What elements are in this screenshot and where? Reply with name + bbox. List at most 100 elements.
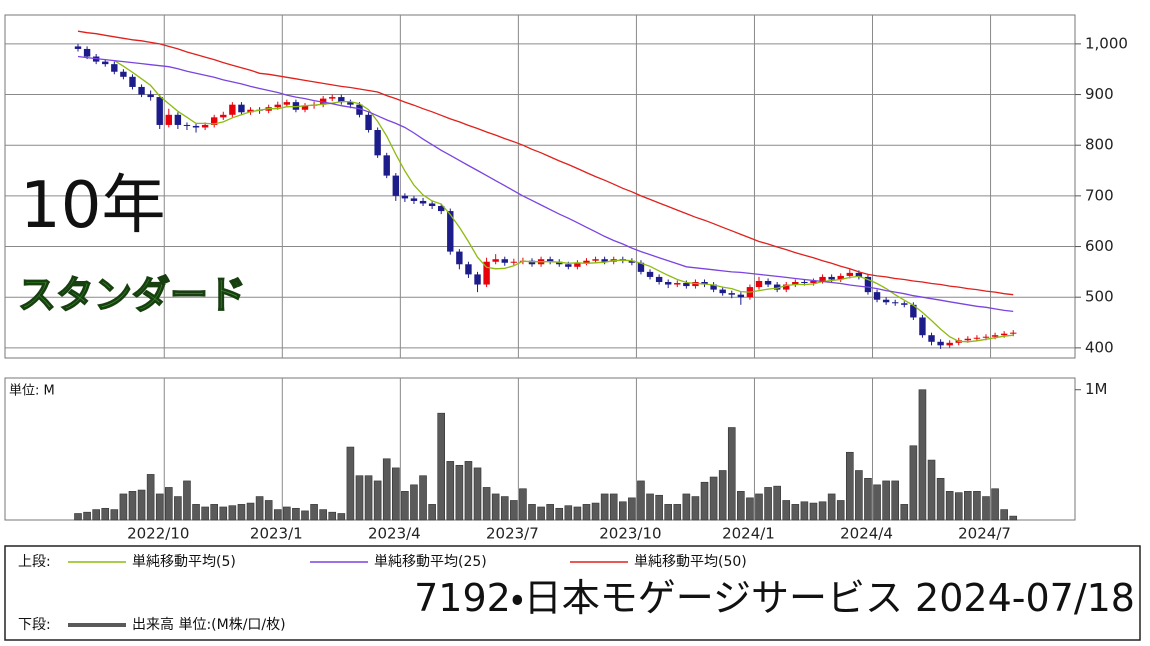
x-tick-label: 2023/1 [250, 525, 303, 543]
volume-unit: 単位: M [9, 383, 55, 399]
candle-body [773, 284, 781, 290]
volume-bar [273, 509, 282, 521]
volume-bar [564, 505, 573, 521]
legend-label: 単純移動平均(25) [374, 554, 487, 570]
volume-bar [973, 491, 981, 521]
moving-average-line [113, 60, 1014, 343]
candle-body [138, 86, 145, 95]
candle-body [565, 264, 572, 267]
candle-body [892, 302, 899, 304]
volume-bar [827, 493, 836, 521]
volume-bar [92, 509, 100, 521]
legend-label: 単純移動平均(50) [634, 554, 747, 570]
volume-bar [600, 493, 609, 521]
volume-bar [337, 513, 346, 521]
candle-body [356, 104, 363, 115]
x-tick-label: 2023/10 [599, 525, 661, 543]
volume-bar [791, 504, 800, 521]
volume-bar [709, 476, 718, 521]
volume-bar [128, 491, 137, 521]
candle-body [991, 335, 999, 337]
volume-bar [891, 480, 900, 521]
candle-body [347, 102, 354, 105]
volume-bar [836, 500, 845, 521]
volume-bar [183, 480, 191, 521]
candle-body [147, 94, 154, 98]
volume-bar [192, 504, 200, 521]
candle-body [982, 336, 990, 338]
volume-bar [573, 506, 582, 521]
volume-bar [219, 506, 228, 521]
candle-body [837, 275, 844, 280]
candle-body [665, 282, 672, 285]
volume-bar [809, 502, 818, 521]
volume-bar [528, 504, 536, 521]
volume-bar [419, 475, 427, 521]
legend-upper-label: 上段: [18, 554, 51, 570]
candle-body [592, 259, 599, 261]
volume-bar [391, 467, 400, 521]
volume-bar [74, 513, 82, 521]
candle-body [447, 211, 454, 252]
candle-body [501, 259, 508, 263]
candle-body [129, 76, 136, 87]
volume-bar [310, 504, 318, 521]
candle-body [465, 264, 472, 275]
candle-body [120, 71, 127, 77]
candle-body [156, 97, 163, 125]
candle-body [637, 262, 645, 272]
candle-body [211, 117, 218, 125]
candle-body [737, 294, 745, 298]
volume-bar [446, 461, 455, 521]
candle-body [220, 114, 227, 118]
volume-bar [382, 458, 391, 521]
candle-body [683, 283, 690, 287]
volume-bar [618, 501, 627, 521]
x-tick-label: 2024/4 [840, 525, 893, 543]
price-panel [4, 14, 1076, 359]
volume-bar [328, 511, 337, 521]
volume-bar [555, 507, 564, 521]
candle-body [111, 64, 118, 72]
volume-bar [110, 509, 119, 521]
volume-bar [401, 491, 409, 521]
candle-body [192, 125, 200, 128]
volume-bar [83, 511, 91, 521]
volume-bar [201, 506, 209, 521]
x-tick-label: 2023/7 [486, 525, 539, 543]
x-tick-label: 2024/1 [722, 525, 775, 543]
candle-body [973, 337, 981, 339]
volume-bar [101, 507, 110, 521]
candle-body [1010, 332, 1017, 334]
volume-bar [637, 480, 645, 521]
volume-bar [954, 492, 963, 521]
candle-body [873, 292, 881, 300]
candle-body [628, 260, 636, 263]
candle-body [819, 276, 826, 281]
volume-bar [519, 488, 527, 521]
volume-bar [773, 485, 781, 521]
candle-body [546, 259, 554, 262]
candle-body [792, 282, 799, 285]
volume-bar [473, 467, 482, 521]
volume-bar [410, 484, 418, 521]
candle-body [710, 284, 717, 290]
candle-body [365, 114, 372, 131]
volume-bar [609, 493, 618, 521]
y-tick-label: 1M [1085, 380, 1108, 398]
volume-bar [428, 504, 436, 521]
volume-bar [491, 493, 500, 521]
volume-bar [727, 427, 736, 521]
volume-bar [691, 496, 700, 521]
moving-average-line [77, 30, 1014, 296]
candle-body [828, 276, 835, 280]
candle-body [283, 102, 291, 105]
candle-body [292, 102, 300, 110]
candle-body [719, 289, 726, 294]
volume-bar [873, 484, 881, 521]
volume-bar [918, 389, 927, 521]
candle-body [83, 48, 91, 57]
y-tick-label: 600 [1085, 237, 1114, 255]
candle-body [438, 206, 445, 212]
